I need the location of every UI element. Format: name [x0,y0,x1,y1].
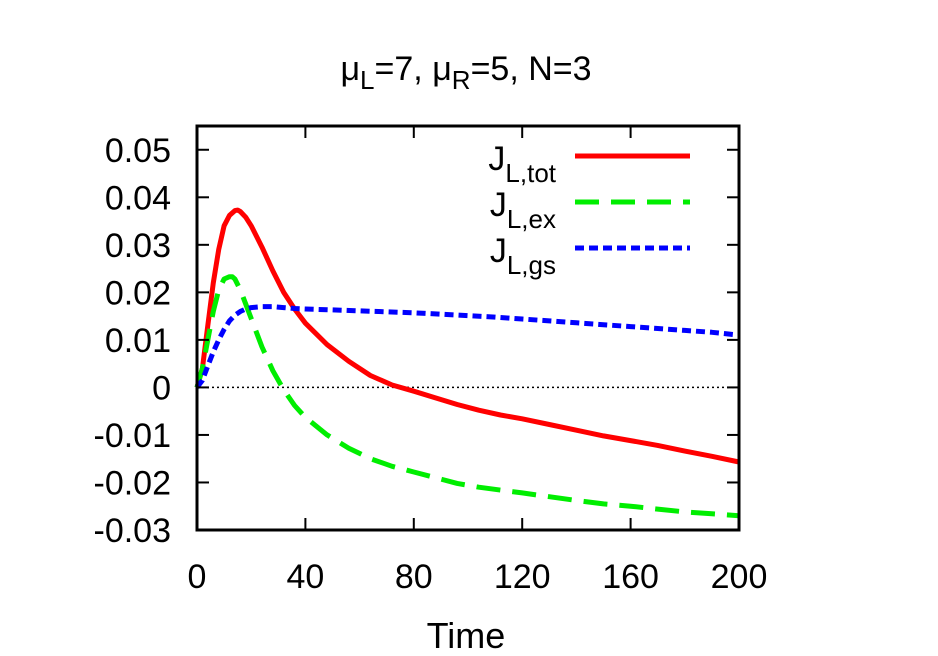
series-layer [194,207,740,519]
y-tick-label: 0.03 [105,227,171,265]
x-tick-label: 0 [188,558,207,596]
y-tick-label: 0.04 [105,179,171,217]
y-tick-label: 0.01 [105,322,171,360]
legend-label-main: J [488,140,505,178]
title-mu-r: μ [432,50,452,88]
x-tick-label: 120 [494,558,551,596]
legend-label-main: J [490,186,507,224]
x-tick-label: 80 [395,558,433,596]
tick-layer [196,126,740,531]
legend-label: JL,gs [490,232,556,280]
y-tick-label: 0.02 [105,274,171,312]
title-sub-r: R [452,65,471,95]
x-axis-title: Time [427,615,506,656]
legend-label: JL,ex [490,186,556,234]
y-tick-label: -0.01 [94,417,172,455]
chart-title: μL=7, μR=5, N=3 [340,50,591,95]
title-sub-l: L [360,65,374,95]
title-eq-r: =5, N=3 [471,50,592,88]
legend-label-sub: L,gs [507,250,556,280]
series-line-l-ex [194,274,740,519]
y-tick-label: -0.03 [94,512,172,550]
legend-label-main: J [490,232,507,270]
x-tick-label: 160 [602,558,659,596]
x-tick-labels: 0 40 80 120 160 200 [188,558,768,596]
y-tick-labels: -0.03 -0.02 -0.01 0 0.01 0.02 0.03 0.04 0.05 [94,132,172,550]
y-tick-label: 0 [152,369,171,407]
title-mu-l: μ [340,50,360,88]
x-tick-label: 200 [711,558,768,596]
y-tick-label: -0.02 [94,464,172,502]
legend-label-sub: L,tot [505,158,556,188]
title-eq-l: =7, [375,50,433,88]
x-tick-label: 40 [286,558,324,596]
legend-label-sub: L,ex [507,204,556,234]
series-line-l-tot [194,207,740,465]
series-line-l-gs [195,304,740,389]
plot-frame [195,124,741,532]
legend-label: JL,tot [488,140,556,188]
y-tick-label: 0.05 [105,132,171,170]
